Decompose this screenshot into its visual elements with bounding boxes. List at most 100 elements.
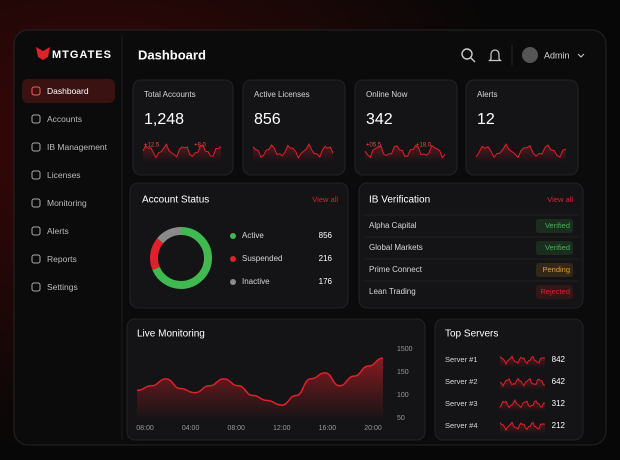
legend-name: Active [242, 231, 264, 240]
x-tick-label: 08:00 [136, 425, 154, 432]
account-status-panel [129, 182, 349, 309]
legend-dot [230, 279, 236, 285]
nav-icon [31, 282, 41, 292]
status-label: Verified [545, 221, 570, 230]
stat-tag: +12.5 [144, 143, 160, 149]
stat-tag: +05.5 [366, 143, 382, 149]
stat-sparkline [364, 144, 446, 159]
stat-tag: +18.0 [416, 143, 432, 149]
ib-name: Alpha Capital [369, 221, 417, 230]
server-value: 312 [552, 399, 566, 408]
status-badge [536, 241, 573, 255]
bell-icon[interactable] [488, 49, 502, 62]
stat-sparkline-area [476, 144, 566, 162]
stat-sparkline-area [253, 144, 333, 162]
stat-label: Online Now [366, 90, 408, 99]
status-label: Pending [542, 265, 570, 274]
server-sparkline [499, 377, 546, 387]
legend-dot [230, 256, 236, 262]
nav-item[interactable]: Accounts [47, 114, 82, 124]
panel-title: Live Monitoring [137, 329, 205, 340]
legend-dot [230, 233, 236, 239]
stat-value: 342 [366, 111, 393, 128]
nav-item[interactable]: Monitoring [47, 198, 87, 208]
x-tick-label: 20:00 [364, 425, 382, 432]
server-name: Server #2 [445, 377, 478, 386]
nav-item[interactable]: Alerts [47, 226, 69, 236]
stat-tag: +8.0 [194, 143, 207, 149]
nav-icon [31, 254, 41, 264]
view-all-link[interactable]: View all [547, 195, 573, 204]
legend-name: Suspended [242, 254, 282, 263]
stat-sparkline [252, 143, 334, 159]
server-value: 642 [552, 377, 566, 386]
brand: MTGATES [52, 49, 112, 61]
nav-icon [31, 226, 41, 236]
x-tick-label: 12:00 [273, 425, 291, 432]
panel-title: Top Servers [445, 329, 498, 340]
nav-item[interactable]: Reports [47, 254, 77, 264]
nav-icon [31, 86, 41, 96]
panel-title: Account Status [142, 195, 209, 206]
server-value: 842 [552, 355, 566, 364]
legend-value: 176 [319, 277, 333, 286]
legend-name: Inactive [242, 277, 270, 286]
stat-sparkline-area [143, 144, 221, 162]
nav-icon [31, 170, 41, 180]
logo-icon [36, 47, 50, 60]
y-tick-label: 100 [397, 392, 409, 399]
nav-active-bg[interactable] [22, 79, 115, 103]
stat-sparkline [475, 143, 567, 159]
x-tick-label: 04:00 [182, 425, 200, 432]
status-label: Rejected [540, 287, 570, 296]
user-menu-chevron[interactable] [577, 53, 585, 58]
donut-segment [150, 227, 212, 289]
stat-label: Alerts [477, 90, 497, 99]
ib-name: Lean Trading [369, 287, 416, 296]
user-name[interactable]: Admin [544, 50, 570, 60]
server-sparkline [499, 399, 546, 409]
status-badge [536, 263, 573, 277]
nav-icon [31, 142, 41, 152]
server-sparkline [499, 355, 546, 366]
stat-value: 1,248 [144, 111, 184, 128]
stat-label: Active Licenses [254, 90, 310, 99]
stat-value: 856 [254, 111, 281, 128]
server-name: Server #4 [445, 421, 478, 430]
avatar[interactable] [522, 47, 538, 63]
y-tick-label: 1500 [397, 346, 413, 353]
status-label: Verified [545, 243, 570, 252]
nav-icon [31, 114, 41, 124]
monitoring-line [136, 357, 384, 406]
nav-item[interactable]: IB Management [47, 142, 108, 152]
y-tick-label: 50 [397, 415, 405, 422]
legend-value: 856 [319, 231, 333, 240]
nav-item[interactable]: Dashboard [47, 86, 89, 96]
x-tick-label: 16:00 [319, 425, 337, 432]
view-all-link[interactable]: View all [312, 195, 338, 204]
ib-verification-panel [358, 182, 584, 309]
status-badge [536, 219, 573, 233]
nav-icon [31, 198, 41, 208]
stat-value: 12 [477, 111, 495, 128]
server-sparkline [499, 421, 546, 432]
ib-name: Prime Connect [369, 265, 423, 274]
server-sparkline-area [500, 400, 545, 412]
server-name: Server #3 [445, 399, 478, 408]
stat-sparkline [142, 143, 222, 159]
server-name: Server #1 [445, 355, 478, 364]
nav-item[interactable]: Settings [47, 282, 78, 292]
page-title: Dashboard [138, 47, 206, 62]
ib-name: Global Markets [369, 243, 423, 252]
server-value: 212 [552, 421, 566, 430]
stat-label: Total Accounts [144, 90, 196, 99]
stat-sparkline-area [365, 145, 445, 162]
legend-value: 216 [319, 254, 333, 263]
panel-title: IB Verification [369, 195, 430, 206]
search-icon[interactable] [461, 48, 476, 63]
nav-item[interactable]: Licenses [47, 170, 81, 180]
x-tick-label: 08:00 [227, 425, 245, 432]
y-tick-label: 150 [397, 369, 409, 376]
